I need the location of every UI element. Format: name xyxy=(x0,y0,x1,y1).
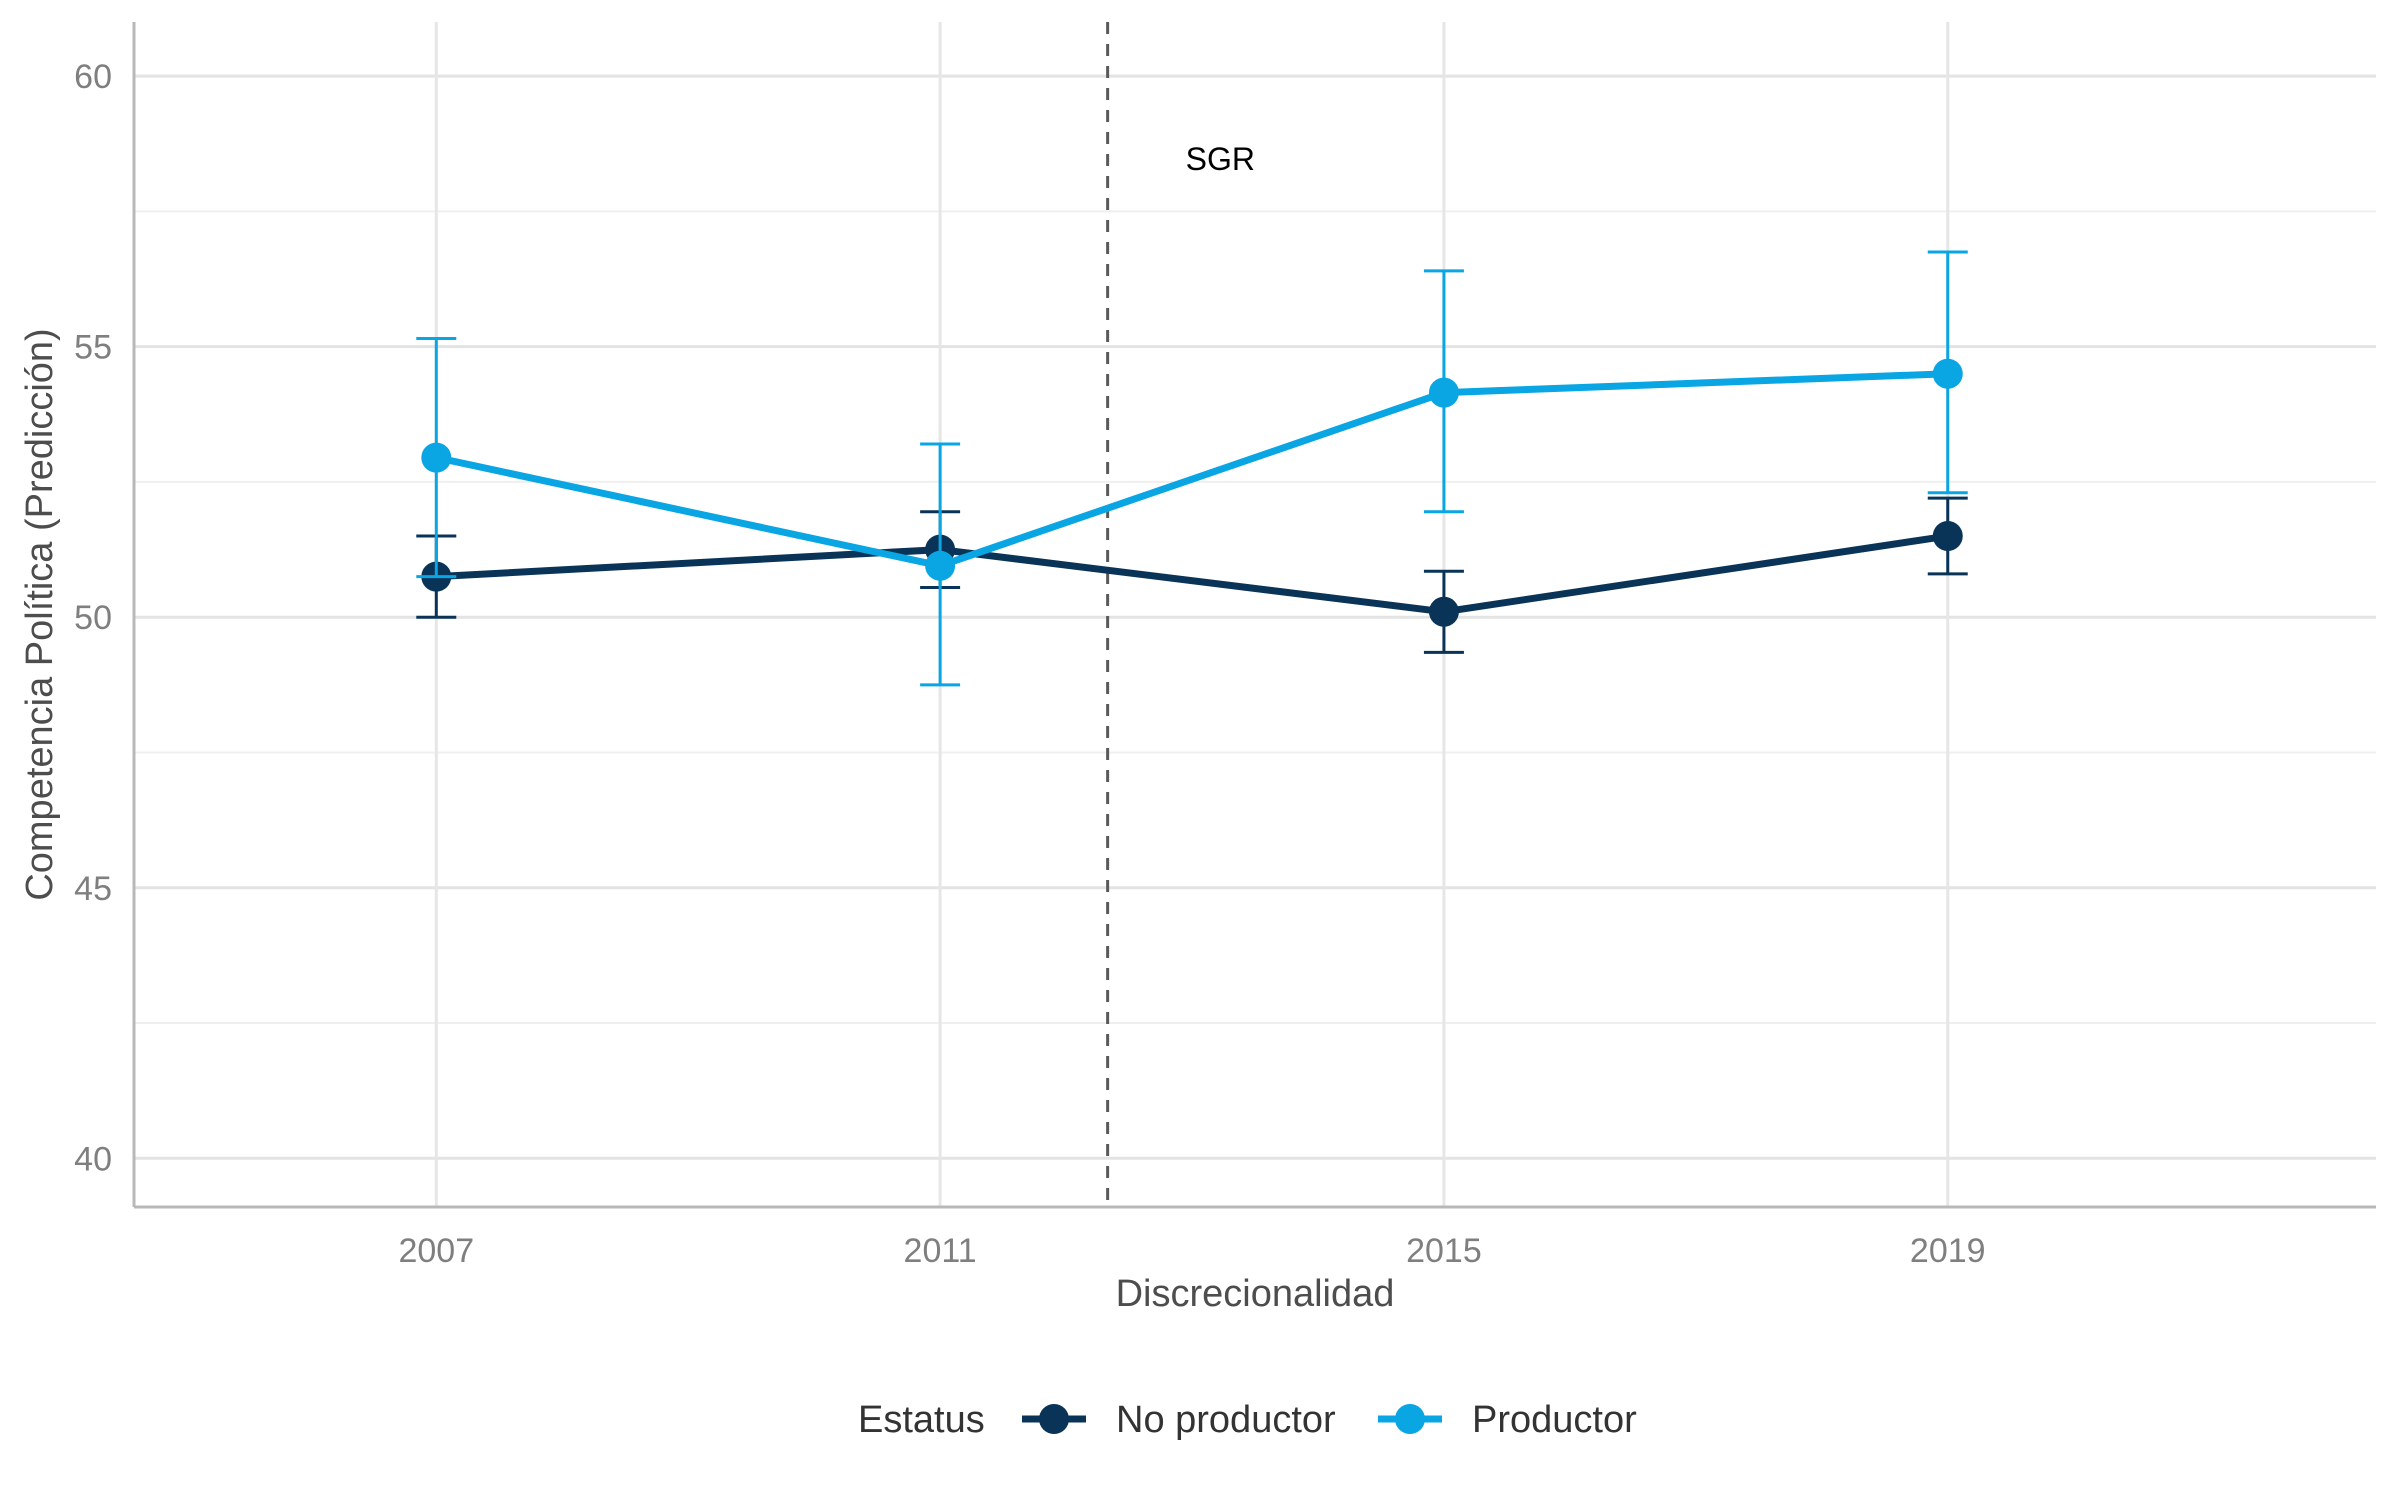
data-point xyxy=(925,550,956,581)
legend-entry: No productor xyxy=(1022,1399,1336,1441)
legend-label: Productor xyxy=(1472,1399,1637,1441)
data-point xyxy=(1932,358,1963,389)
legend-title: Estatus xyxy=(858,1399,985,1441)
x-tick-label: 2015 xyxy=(1406,1232,1482,1270)
series-line xyxy=(435,370,1948,570)
y-axis-title: Competencia Política (Predicción) xyxy=(19,328,61,900)
legend: Estatus No productor Productor xyxy=(858,1399,1637,1441)
tick-labels: 40 45 50 55 60 2007 2011 2015 2019 xyxy=(74,58,1985,1270)
x-tick-label: 2011 xyxy=(904,1232,977,1270)
x-axis-title: Discrecionalidad xyxy=(1116,1273,1395,1315)
series-1 xyxy=(416,250,1968,687)
y-tick-label: 50 xyxy=(74,599,112,637)
series xyxy=(416,250,1968,687)
y-tick-label: 45 xyxy=(74,870,112,908)
data-point xyxy=(1428,377,1459,408)
legend-label: No productor xyxy=(1116,1399,1336,1441)
x-tick-label: 2007 xyxy=(398,1232,474,1270)
legend-key-point xyxy=(1039,1404,1069,1434)
y-tick-label: 55 xyxy=(74,329,112,367)
series-0 xyxy=(416,496,1968,654)
y-tick-label: 40 xyxy=(74,1140,112,1178)
y-tick-label: 60 xyxy=(74,58,112,96)
data-point xyxy=(421,442,452,473)
grid xyxy=(134,22,2376,1207)
data-point xyxy=(1932,521,1963,552)
sgr-annotation: SGR xyxy=(1186,141,1255,177)
x-tick-label: 2019 xyxy=(1910,1232,1986,1270)
data-point xyxy=(1428,596,1459,627)
series-line xyxy=(436,532,1949,616)
axes xyxy=(132,22,2376,1209)
reference-line-group: SGR xyxy=(1106,22,1255,1207)
legend-entry: Productor xyxy=(1378,1399,1637,1441)
legend-key-point xyxy=(1395,1404,1425,1434)
